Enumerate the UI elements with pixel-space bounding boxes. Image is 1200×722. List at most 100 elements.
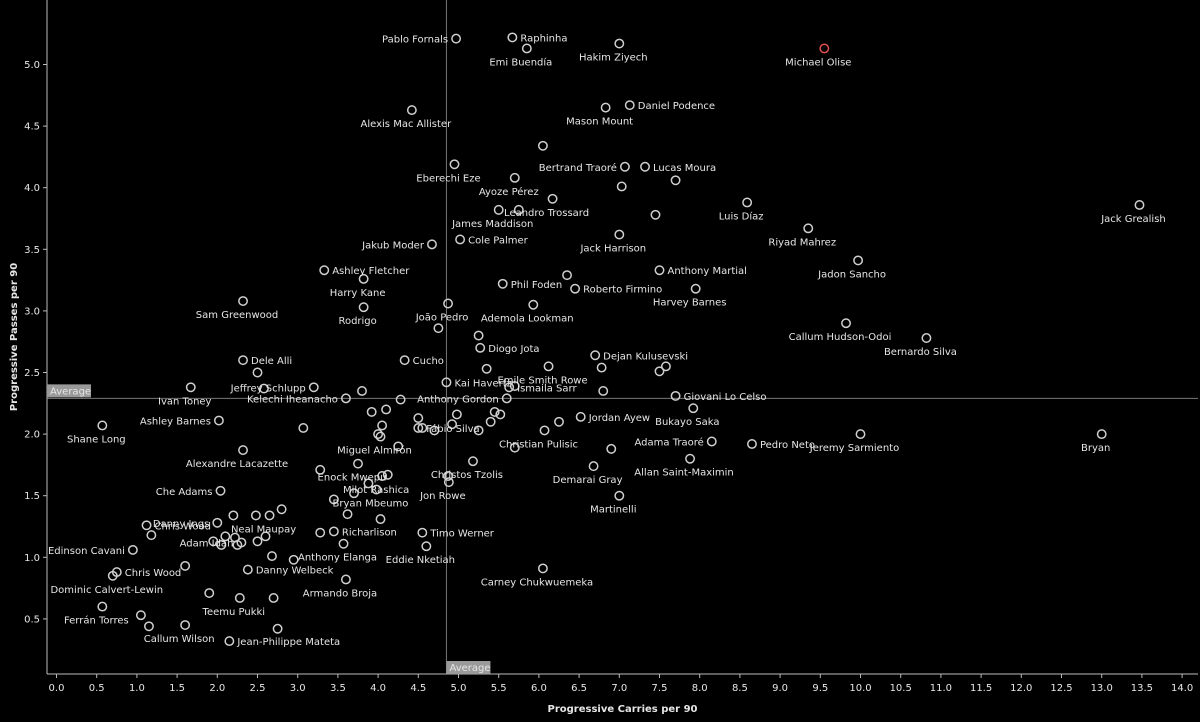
x-tick-label: 7.5 bbox=[652, 683, 668, 694]
x-tick-label: 0.5 bbox=[89, 683, 105, 694]
point-bernardo-silva bbox=[921, 333, 932, 343]
x-tick-label: 7.0 bbox=[611, 683, 627, 694]
label-bertrand-traore: Bertrand Traoré bbox=[539, 162, 617, 174]
label-miguel-almiron: Miguel Almirón bbox=[337, 445, 412, 457]
point-enock-mwepu bbox=[353, 458, 363, 469]
point-roberto-firmino bbox=[570, 283, 581, 294]
x-tick-label: 14.0 bbox=[1171, 683, 1193, 694]
label-jack-harrison: Jack Harrison bbox=[579, 244, 646, 255]
x-tick-label: 4.0 bbox=[370, 683, 386, 694]
x-tick-label: 1.0 bbox=[129, 683, 145, 694]
label-danny-ings: Danny Ings bbox=[153, 519, 209, 530]
label-bukayo-saka: Bukayo Saka bbox=[655, 417, 719, 428]
point-harvey-barnes bbox=[690, 283, 701, 294]
label-bryan: Bryan bbox=[1081, 443, 1110, 454]
player-point bbox=[298, 422, 309, 433]
y-tick-label: 5.0 bbox=[24, 60, 40, 71]
player-point bbox=[250, 510, 261, 521]
label-christos-tzolis: Christos Tzolis bbox=[431, 470, 503, 481]
point-anthony-martial bbox=[654, 265, 665, 276]
y-tick-label: 3.5 bbox=[24, 245, 40, 256]
point-ademola-lookman bbox=[528, 299, 539, 310]
player-point bbox=[395, 394, 406, 405]
point-danny-welbeck bbox=[242, 564, 253, 575]
point-callum-wilson bbox=[180, 620, 191, 631]
player-point bbox=[135, 610, 146, 621]
label-edinson-cavani: Edinson Cavani bbox=[48, 546, 125, 557]
point-milot-rashica bbox=[377, 471, 388, 481]
point-emi-buendia bbox=[521, 43, 532, 54]
point-rodrigo bbox=[358, 302, 369, 313]
point-ashley-fletcher bbox=[319, 265, 330, 276]
player-point bbox=[375, 514, 386, 525]
label-adam-idah: Adam Idah bbox=[180, 539, 234, 550]
point-christian-pulisic bbox=[539, 425, 550, 436]
point-daniel-podence bbox=[624, 100, 635, 111]
player-point bbox=[328, 494, 339, 505]
y-tick-label: 4.0 bbox=[24, 183, 40, 194]
label-roberto-firmino: Roberto Firmino bbox=[583, 285, 662, 296]
x-tick-label: 10.0 bbox=[849, 683, 871, 694]
player-point bbox=[373, 429, 384, 440]
player-point bbox=[288, 554, 299, 565]
label-ashley-fletcher: Ashley Fletcher bbox=[332, 266, 410, 277]
player-point bbox=[208, 536, 219, 547]
player-point bbox=[451, 409, 462, 420]
label-michael-olise: Michael Olise bbox=[785, 57, 851, 68]
point-che-adams bbox=[215, 485, 226, 496]
average-tags: Average Average bbox=[47, 384, 491, 674]
player-point bbox=[258, 383, 269, 394]
player-point bbox=[616, 181, 627, 192]
point-ferran-torres bbox=[97, 601, 108, 612]
player-point bbox=[204, 588, 215, 598]
average-x-tag-bg bbox=[446, 661, 491, 674]
point-callum-hudson-odoi bbox=[841, 318, 851, 329]
point-leandro-trossard bbox=[547, 193, 558, 204]
point-labels: Raphinha Pablo Fornals Hakim Ziyech Emi Bue… bbox=[48, 33, 1166, 648]
point-adama-traore bbox=[706, 436, 717, 447]
label-carney-chukwuemeka: Carney Chukwuemeka bbox=[481, 577, 593, 588]
label-phil-foden: Phil Foden bbox=[511, 280, 562, 291]
y-tick-label: 2.0 bbox=[24, 430, 40, 441]
point-michael-olise bbox=[819, 43, 830, 54]
player-point bbox=[537, 140, 548, 151]
label-fabio-silva: Fábio Silva bbox=[426, 423, 479, 435]
label-jordan-ayew: Jordan Ayew bbox=[588, 413, 650, 424]
label-jack-grealish: Jack Grealish bbox=[1100, 214, 1166, 225]
point-raphinha bbox=[507, 32, 518, 43]
label-christian-pulisic: Christian Pulisic bbox=[499, 439, 578, 450]
point-bukayo-saka bbox=[688, 403, 699, 414]
player-point bbox=[562, 270, 572, 281]
point-ayoze-perez bbox=[509, 172, 520, 183]
player-point bbox=[596, 362, 607, 373]
label-danny-welbeck: Danny Welbeck bbox=[256, 566, 334, 577]
axes bbox=[46, 0, 1198, 675]
point-dejan-kulusevski bbox=[590, 350, 601, 361]
label-ismaila-sarr: Ismaila Sarr bbox=[517, 383, 577, 394]
point-ismaila-sarr bbox=[504, 382, 515, 393]
player-point bbox=[433, 323, 444, 334]
y-tick-label: 1.0 bbox=[24, 553, 40, 564]
point-neal-maupay bbox=[264, 510, 275, 521]
player-point bbox=[650, 209, 661, 220]
label-dele-alli: Dele Alli bbox=[251, 356, 292, 367]
x-tick-label: 3.5 bbox=[330, 683, 346, 694]
label-luis-diaz: Luis Díaz bbox=[719, 210, 764, 222]
point-teemu-pukki bbox=[234, 593, 245, 603]
x-tick-label: 4.5 bbox=[410, 683, 426, 694]
label-neal-maupay: Neal Maupay bbox=[231, 524, 296, 535]
point-ivan-toney bbox=[185, 382, 196, 393]
label-adama-traore: Adama Traoré bbox=[635, 436, 704, 448]
point-riyad-mahrez bbox=[803, 223, 814, 234]
label-timo-werner: Timo Werner bbox=[429, 529, 494, 540]
y-tick-label: 4.5 bbox=[24, 122, 40, 133]
label-chris-wood: Chris Wood bbox=[155, 521, 211, 532]
player-point bbox=[473, 330, 484, 341]
point-fabio-silva bbox=[413, 422, 424, 433]
label-diogo-jota: Diogo Jota bbox=[488, 344, 539, 355]
point-anthony-gordon bbox=[501, 393, 512, 404]
point-anthony-elanga bbox=[338, 538, 349, 549]
label-dejan-kulusevski: Dejan Kulusevski bbox=[603, 351, 688, 362]
label-teemu-pukki: Teemu Pukki bbox=[202, 607, 266, 618]
point-bryan bbox=[1096, 429, 1107, 440]
